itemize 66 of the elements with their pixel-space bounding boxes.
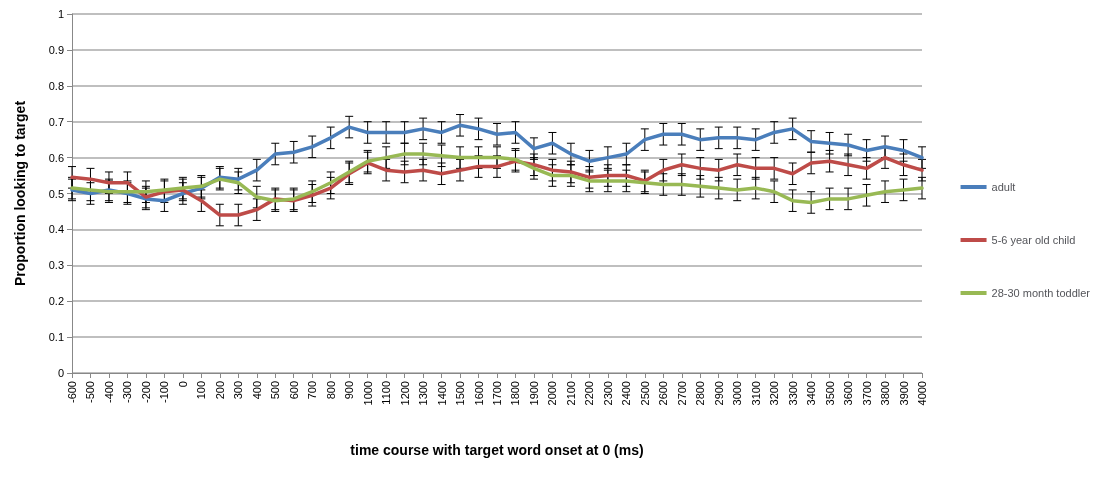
x-tick-label: 1900 bbox=[527, 381, 540, 406]
x-tick-label: 3900 bbox=[897, 381, 910, 406]
x-tick-label: 2600 bbox=[657, 381, 670, 406]
x-axis-title: time course with target word onset at 0 (ms) bbox=[350, 442, 644, 458]
x-tick-label: 3800 bbox=[879, 381, 892, 406]
y-tick-label: 0.4 bbox=[48, 223, 64, 236]
line-series bbox=[70, 155, 924, 217]
x-tick-label: 3600 bbox=[842, 381, 855, 406]
x-tick-label: 2200 bbox=[583, 381, 596, 406]
x-tick-label: 3700 bbox=[860, 381, 873, 406]
x-tick-label: 1400 bbox=[435, 381, 448, 406]
x-tick-label: -500 bbox=[84, 381, 97, 404]
x-tick-label: 1600 bbox=[472, 381, 485, 406]
x-tick-label: 700 bbox=[306, 381, 319, 400]
x-tick-label: 3400 bbox=[805, 381, 818, 406]
x-tick-label: 1300 bbox=[417, 381, 430, 406]
x-tick-label: -300 bbox=[121, 381, 134, 404]
x-tick-label: 1700 bbox=[491, 381, 503, 406]
x-tick-label: 4000 bbox=[916, 381, 928, 406]
x-tick-label: 500 bbox=[269, 381, 282, 400]
x-tick-label: 1800 bbox=[509, 381, 522, 406]
y-tick-label: 1 bbox=[57, 8, 64, 20]
y-axis-title: Proportion looking to target bbox=[12, 100, 28, 287]
x-tick-label: 2300 bbox=[601, 381, 614, 406]
x-tick-label: 1200 bbox=[398, 381, 411, 406]
y-tick-label: 0.1 bbox=[48, 331, 64, 344]
x-tick-label: -400 bbox=[102, 381, 115, 404]
x-tick-label: 400 bbox=[250, 381, 263, 400]
y-tick-label: 0.7 bbox=[48, 115, 64, 128]
y-tick-label: 0.8 bbox=[48, 79, 64, 92]
line-series bbox=[70, 123, 924, 203]
x-tick-label: -100 bbox=[158, 381, 171, 404]
x-tick-label: 2800 bbox=[694, 381, 707, 406]
x-tick-label: 3100 bbox=[749, 381, 762, 406]
y-tick-label: 0.2 bbox=[48, 295, 64, 308]
x-tick-label: 300 bbox=[232, 381, 245, 400]
y-tick-label: 0.9 bbox=[48, 43, 64, 56]
x-tick-label: 1000 bbox=[361, 381, 374, 406]
x-tick-label: 200 bbox=[213, 381, 226, 400]
x-tick-label: 900 bbox=[343, 381, 356, 400]
y-tick-label: 0 bbox=[57, 367, 64, 379]
x-tick-label: 600 bbox=[287, 381, 300, 400]
legend-label: 5-6 year old child bbox=[991, 234, 1076, 246]
y-tick-label: 0.5 bbox=[48, 187, 64, 200]
x-tick-label: 2900 bbox=[712, 381, 725, 406]
x-tick-label: 1100 bbox=[380, 381, 393, 405]
x-tick-label: 3200 bbox=[768, 381, 781, 406]
x-tick-label: 2500 bbox=[638, 381, 651, 406]
x-tick-label: 1500 bbox=[454, 381, 467, 406]
x-tick-label: 800 bbox=[324, 381, 337, 400]
x-tick-label: 2400 bbox=[620, 381, 633, 406]
x-tick-label: 3000 bbox=[731, 381, 744, 406]
x-tick-label: 3300 bbox=[786, 381, 799, 406]
x-tick-label: 2000 bbox=[546, 381, 559, 406]
line-series bbox=[70, 152, 924, 205]
y-tick-label: 0.6 bbox=[48, 151, 64, 164]
y-tick-label: 0.3 bbox=[48, 259, 64, 272]
x-tick-label: 3500 bbox=[823, 381, 836, 406]
x-tick-label: 2100 bbox=[564, 381, 577, 406]
x-tick-label: 2700 bbox=[675, 381, 688, 406]
x-tick-label: 100 bbox=[195, 381, 208, 400]
legend-label: 28-30 month toddler bbox=[991, 287, 1091, 299]
legend-label: adult bbox=[991, 181, 1016, 193]
x-tick-label: -200 bbox=[139, 381, 152, 404]
x-tick-label: -600 bbox=[66, 381, 78, 404]
x-tick-label: 0 bbox=[176, 381, 189, 388]
